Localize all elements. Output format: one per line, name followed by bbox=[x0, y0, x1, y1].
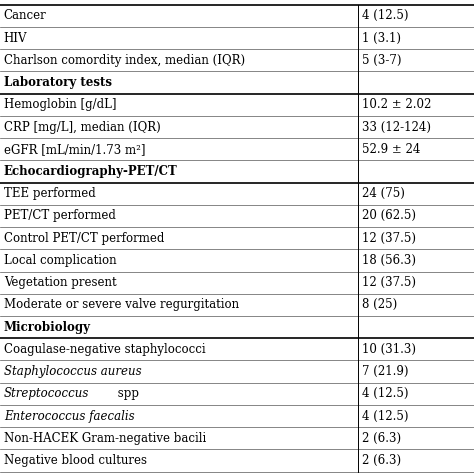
Text: Vegetation present: Vegetation present bbox=[4, 276, 117, 289]
Text: Enterococcus faecalis: Enterococcus faecalis bbox=[4, 410, 135, 422]
Text: Laboratory tests: Laboratory tests bbox=[4, 76, 112, 89]
Text: Negative blood cultures: Negative blood cultures bbox=[4, 454, 147, 467]
Text: spp: spp bbox=[114, 387, 139, 401]
Text: 5 (3-7): 5 (3-7) bbox=[362, 54, 401, 67]
Text: 7 (21.9): 7 (21.9) bbox=[362, 365, 408, 378]
Text: 4 (12.5): 4 (12.5) bbox=[362, 9, 408, 22]
Text: Moderate or severe valve regurgitation: Moderate or severe valve regurgitation bbox=[4, 299, 239, 311]
Text: PET/CT performed: PET/CT performed bbox=[4, 210, 116, 222]
Text: Charlson comordity index, median (IQR): Charlson comordity index, median (IQR) bbox=[4, 54, 245, 67]
Text: 10 (31.3): 10 (31.3) bbox=[362, 343, 416, 356]
Text: Control PET/CT performed: Control PET/CT performed bbox=[4, 232, 164, 245]
Text: 2 (6.3): 2 (6.3) bbox=[362, 432, 401, 445]
Text: 18 (56.3): 18 (56.3) bbox=[362, 254, 416, 267]
Text: 8 (25): 8 (25) bbox=[362, 299, 397, 311]
Text: Coagulase-negative staphylococci: Coagulase-negative staphylococci bbox=[4, 343, 205, 356]
Text: CRP [mg/L], median (IQR): CRP [mg/L], median (IQR) bbox=[4, 120, 161, 134]
Text: 4 (12.5): 4 (12.5) bbox=[362, 387, 408, 401]
Text: 10.2 ± 2.02: 10.2 ± 2.02 bbox=[362, 98, 431, 111]
Text: Local complication: Local complication bbox=[4, 254, 117, 267]
Text: 52.9 ± 24: 52.9 ± 24 bbox=[362, 143, 420, 156]
Text: 4 (12.5): 4 (12.5) bbox=[362, 410, 408, 422]
Text: 2 (6.3): 2 (6.3) bbox=[362, 454, 401, 467]
Text: 24 (75): 24 (75) bbox=[362, 187, 404, 200]
Text: 1 (3.1): 1 (3.1) bbox=[362, 32, 401, 45]
Text: 33 (12-124): 33 (12-124) bbox=[362, 120, 431, 134]
Text: Streptococcus: Streptococcus bbox=[4, 387, 89, 401]
Text: Staphylococcus aureus: Staphylococcus aureus bbox=[4, 365, 141, 378]
Text: Echocardiography-PET/CT: Echocardiography-PET/CT bbox=[4, 165, 178, 178]
Text: HIV: HIV bbox=[4, 32, 27, 45]
Text: eGFR [mL/min/1.73 m²]: eGFR [mL/min/1.73 m²] bbox=[4, 143, 146, 156]
Text: Cancer: Cancer bbox=[4, 9, 46, 22]
Text: 12 (37.5): 12 (37.5) bbox=[362, 232, 416, 245]
Text: Hemoglobin [g/dL]: Hemoglobin [g/dL] bbox=[4, 98, 116, 111]
Text: Microbiology: Microbiology bbox=[4, 320, 91, 334]
Text: 12 (37.5): 12 (37.5) bbox=[362, 276, 416, 289]
Text: 20 (62.5): 20 (62.5) bbox=[362, 210, 416, 222]
Text: Non-HACEK Gram-negative bacili: Non-HACEK Gram-negative bacili bbox=[4, 432, 206, 445]
Text: TEE performed: TEE performed bbox=[4, 187, 96, 200]
